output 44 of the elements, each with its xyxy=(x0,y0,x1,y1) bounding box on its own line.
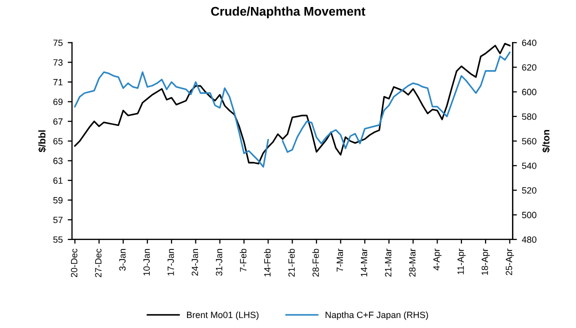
y-tick-label: 55 xyxy=(53,236,63,243)
y2-tick-label: 620 xyxy=(522,64,536,71)
legend-label: Naptha C+F Japan (RHS) xyxy=(326,311,428,320)
chart-title: Crude/Naphtha Movement xyxy=(211,6,366,18)
x-tick-label: 20-Dec xyxy=(70,248,78,278)
y-tick-label: 57 xyxy=(53,216,63,224)
y2-axis-title: $/ton xyxy=(542,130,550,153)
y-tick-label: 71 xyxy=(53,79,63,86)
legend-label: Brent Mo01 (LHS) xyxy=(187,311,258,320)
x-tick-label: 14-Feb xyxy=(264,248,271,276)
x-tick-label: 18-Apr xyxy=(482,248,490,275)
y2-tick-label: 640 xyxy=(522,40,536,46)
x-tick-label: 24-Jan xyxy=(192,249,198,276)
x-tick-label: 28-Mar xyxy=(409,248,416,277)
y2-tick-label: 600 xyxy=(522,88,536,96)
x-tick-label: 17-Jan xyxy=(168,249,174,276)
y-tick-label: 73 xyxy=(53,59,63,66)
x-tick-label: 4-Apr xyxy=(433,248,442,270)
y-tick-label: 75 xyxy=(53,40,63,46)
x-tick-label: 21-Mar xyxy=(384,248,392,277)
x-tick-label: 25-Apr xyxy=(506,248,514,276)
x-tick-label: 28-Feb xyxy=(312,248,319,277)
y2-tick-label: 520 xyxy=(522,187,536,194)
y-tick-label: 59 xyxy=(53,197,63,204)
y2-tick-label: 540 xyxy=(522,162,536,169)
y-tick-label: 61 xyxy=(53,177,63,184)
y2-tick-label: 580 xyxy=(522,113,536,120)
y-axis-title: $/bbl xyxy=(38,130,46,152)
y-tick-label: 63 xyxy=(53,158,63,164)
x-tick-label: 10-Jan xyxy=(143,249,150,276)
x-tick-label: 14-Mar xyxy=(360,248,368,276)
x-tick-label: 31-Jan xyxy=(216,249,222,276)
y-tick-label: 67 xyxy=(53,118,63,125)
y2-tick-label: 500 xyxy=(522,212,536,218)
x-tick-label: 7-Feb xyxy=(240,248,246,272)
x-tick-label: 7-Mar xyxy=(336,248,344,272)
y-tick-label: 65 xyxy=(53,138,63,144)
x-tick-label: 27-Dec xyxy=(95,248,102,278)
x-tick-label: 11-Apr xyxy=(458,248,466,274)
x-tick-label: 21-Feb xyxy=(288,248,295,277)
y-tick-label: 69 xyxy=(53,98,63,106)
x-tick-label: 3-Jan xyxy=(119,249,126,271)
y2-tick-label: 560 xyxy=(522,138,536,144)
y2-tick-label: 480 xyxy=(522,236,536,243)
